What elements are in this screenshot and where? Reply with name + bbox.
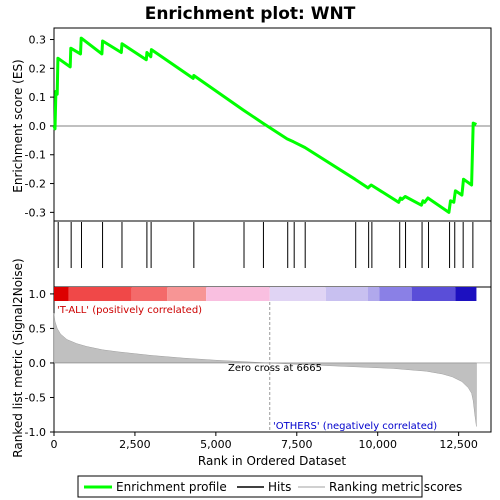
colorbar-segment xyxy=(68,287,132,301)
ranking-metric-area xyxy=(53,313,477,427)
colorbar-segment xyxy=(167,287,207,301)
es-panel-frame xyxy=(53,27,492,222)
es-y-tick-label: -0.3 xyxy=(25,206,46,219)
colorbar-segment xyxy=(411,287,456,301)
x-tick-label: 12,500 xyxy=(439,438,478,451)
es-y-axis-label: Enrichment score (ES) xyxy=(11,59,25,192)
legend: Enrichment profile Hits Ranking metric s… xyxy=(77,475,462,498)
colorbar-segment xyxy=(131,287,168,301)
metric-y-tick-label: 0.0 xyxy=(29,357,47,370)
es-y-tick-label: -0.2 xyxy=(25,178,46,191)
negative-correlation-label: 'OTHERS' (negatively correlated) xyxy=(273,421,437,432)
es-y-tick-label: -0.1 xyxy=(25,149,46,162)
hits-panel-frame xyxy=(53,220,492,288)
es-y-tick-label: 0.1 xyxy=(29,91,47,104)
colorbar-segment xyxy=(379,287,412,301)
chart-title: Enrichment plot: WNT xyxy=(145,4,356,24)
colorbar-segment xyxy=(206,287,270,301)
metric-y-tick-label: 0.5 xyxy=(29,322,47,335)
metric-y-tick-label: 1.0 xyxy=(29,288,47,301)
colorbar-segment xyxy=(54,287,69,301)
legend-hits-label: Hits xyxy=(268,480,291,494)
es-y-tick-label: 0.2 xyxy=(29,62,47,75)
x-tick-label: 5,000 xyxy=(200,438,232,451)
x-tick-label: 2,500 xyxy=(119,438,151,451)
enrichment-profile-line xyxy=(52,36,478,214)
zero-cross-label: Zero cross at 6665 xyxy=(228,363,322,374)
x-tick-label: 10,000 xyxy=(358,438,397,451)
x-tick-label: 0 xyxy=(51,438,58,451)
es-y-tick-label: 0.3 xyxy=(29,34,47,47)
colorbar-segment xyxy=(367,287,380,301)
positive-correlation-label: 'T-ALL' (positively correlated) xyxy=(57,305,202,316)
es-y-tick-label: 0.0 xyxy=(29,120,47,133)
colorbar-segment xyxy=(269,287,326,301)
metric-y-axis-label: Ranked list metric (Signal2Noise) xyxy=(11,258,25,457)
colorbar-segment xyxy=(455,287,477,301)
x-tick-label: 7,500 xyxy=(281,438,313,451)
x-axis-label: Rank in Ordered Dataset xyxy=(198,454,346,468)
metric-y-tick-label: -0.5 xyxy=(25,391,46,404)
colorbar-segment xyxy=(325,287,368,301)
legend-enrichment-label: Enrichment profile xyxy=(116,480,227,494)
metric-y-tick-label: -1.0 xyxy=(25,426,46,439)
legend-metric-label: Ranking metric scores xyxy=(329,480,462,494)
